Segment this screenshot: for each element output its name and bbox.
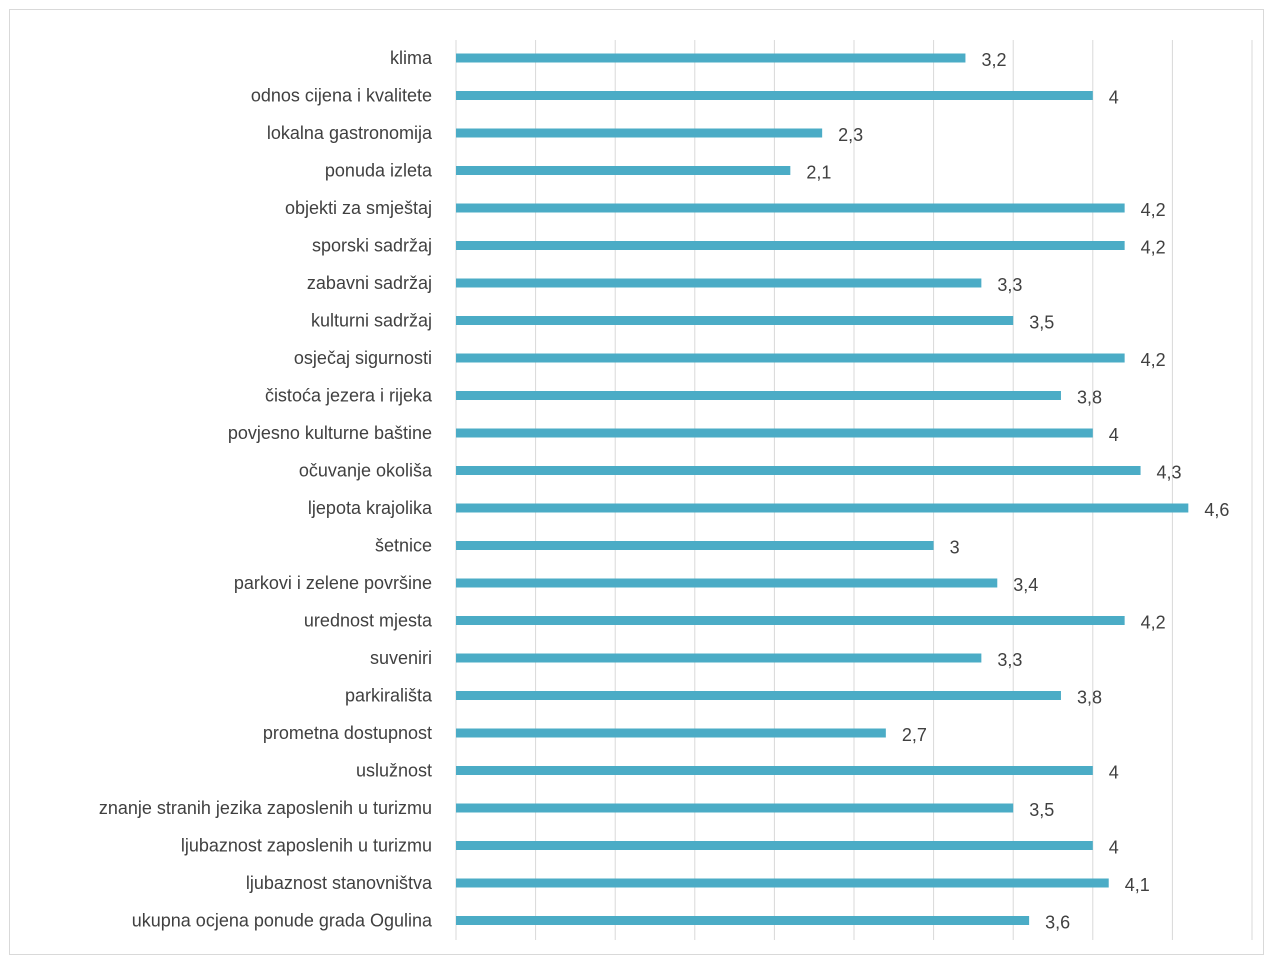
category-label: urednost mjesta (304, 611, 433, 631)
data-label: 2,3 (838, 125, 863, 145)
data-label: 4 (1109, 425, 1119, 445)
bar (456, 203, 1125, 213)
category-label: ljubaznost stanovništva (246, 873, 433, 893)
bars (456, 53, 1189, 925)
category-label: znanje stranih jezika zaposlenih u turiz… (99, 798, 432, 818)
category-label: osječaj sigurnosti (294, 348, 432, 368)
data-label: 4,2 (1141, 200, 1166, 220)
bar (456, 616, 1125, 625)
data-label: 4,1 (1125, 875, 1150, 895)
data-label: 3,5 (1029, 313, 1054, 333)
bar (456, 503, 1189, 513)
bar (456, 916, 1030, 925)
data-label: 3 (950, 538, 960, 558)
bar (456, 428, 1093, 438)
category-label: očuvanje okoliša (299, 461, 433, 481)
data-label: 4,2 (1141, 613, 1166, 633)
data-label: 3,4 (1013, 575, 1038, 595)
data-label: 4,3 (1157, 463, 1182, 483)
bar (456, 841, 1093, 850)
category-label: prometna dostupnost (263, 723, 432, 743)
data-label: 2,7 (902, 725, 927, 745)
category-label: odnos cijena i kvalitete (251, 86, 432, 106)
data-label: 3,2 (981, 50, 1006, 70)
data-label: 3,3 (997, 650, 1022, 670)
category-label: suveniri (370, 648, 432, 668)
data-label: 3,5 (1029, 800, 1054, 820)
category-label: ponuda izleta (325, 161, 433, 181)
category-label: klima (390, 48, 433, 68)
data-label: 4 (1109, 88, 1119, 108)
category-label: lokalna gastronomija (267, 123, 433, 143)
category-label: parkirališta (345, 686, 433, 706)
category-label: ljubaznost zaposlenih u turizmu (181, 836, 432, 856)
bar (456, 578, 998, 588)
data-label: 2,1 (806, 163, 831, 183)
bar (456, 391, 1061, 400)
data-label: 4 (1109, 838, 1119, 858)
category-label: sporski sadržaj (312, 236, 432, 256)
bar (456, 766, 1093, 775)
category-label: čistoća jezera i rijeka (265, 386, 433, 406)
bar (456, 653, 982, 663)
bar (456, 466, 1141, 475)
bar (456, 541, 934, 550)
category-label: parkovi i zelene površine (234, 573, 432, 593)
category-label: povjesno kulturne baštine (228, 423, 432, 443)
bar (456, 803, 1014, 813)
data-label: 4,2 (1141, 350, 1166, 370)
data-label: 3,6 (1045, 913, 1070, 933)
bar (456, 878, 1109, 888)
category-label: zabavni sadržaj (307, 273, 432, 293)
bar (456, 91, 1093, 100)
gridlines (455, 40, 1253, 940)
data-label: 3,8 (1077, 388, 1102, 408)
bar (456, 728, 886, 738)
bar (456, 278, 982, 288)
category-label: objekti za smještaj (285, 198, 432, 218)
category-label: šetnice (375, 536, 432, 556)
data-label: 3,3 (997, 275, 1022, 295)
bar (456, 316, 1014, 325)
data-label: 4,2 (1141, 238, 1166, 258)
category-label: kulturni sadržaj (311, 311, 432, 331)
data-label: 4 (1109, 763, 1119, 783)
category-label: ljepota krajolika (308, 498, 433, 518)
data-label: 3,8 (1077, 688, 1102, 708)
data-label: 4,6 (1204, 500, 1229, 520)
category-labels: klima odnos cijena i kvalitete lokalna gas… (99, 48, 433, 931)
bar (456, 128, 823, 138)
category-label: uslužnost (356, 761, 432, 781)
category-label: ukupna ocjena ponude grada Ogulina (132, 911, 433, 931)
bar (456, 241, 1125, 250)
bar (456, 53, 966, 63)
bar (456, 353, 1125, 363)
bar (456, 166, 791, 175)
bar (456, 691, 1061, 700)
value-labels: 3,2 4 2,3 2,1 4,2 4,2 3,3 3,5 4,2 3,8 4 4,3 4,6 3 3,4 4… (806, 50, 1229, 933)
